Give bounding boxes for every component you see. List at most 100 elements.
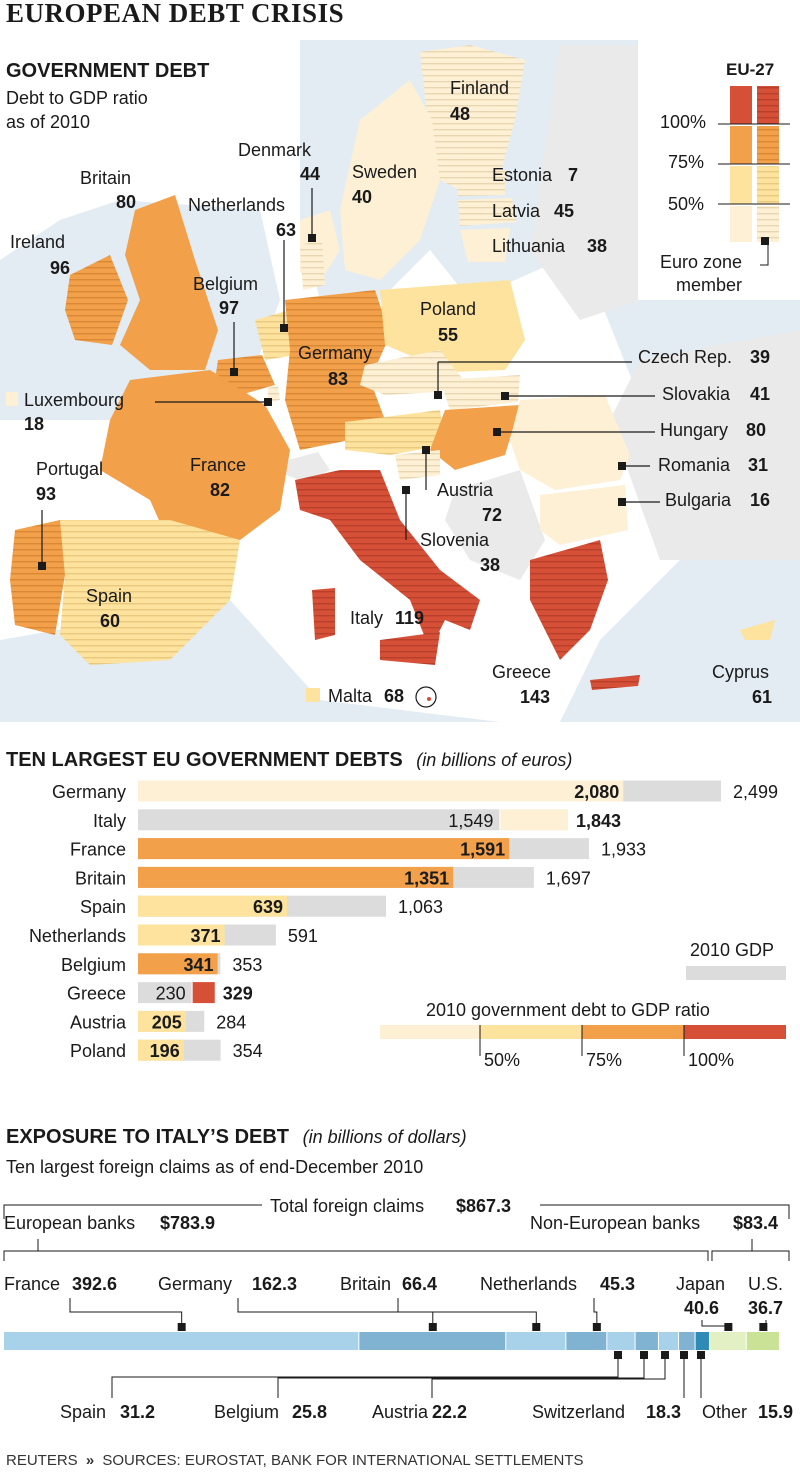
gdp-value-austria: 284 (216, 1012, 246, 1032)
legend-euro-leader (760, 244, 769, 266)
romania-marker (618, 462, 626, 470)
debt-bar-austria (138, 1010, 186, 1032)
belgium-value: 97 (219, 298, 240, 318)
label-spain: Spain (60, 1402, 106, 1422)
gdp-bar-greece (138, 982, 192, 1004)
leader-austria (431, 1355, 666, 1398)
marker-germany (428, 1323, 437, 1331)
leader-netherlands (593, 1298, 598, 1327)
segment-japan (709, 1332, 746, 1350)
spain-shape (60, 520, 240, 665)
germany-shape (285, 290, 390, 450)
ratio-legend-title: 2010 government debt to GDP ratio (426, 1000, 710, 1020)
sicily-shape (380, 632, 440, 665)
marker-u-s (759, 1323, 768, 1331)
ireland-shape (65, 255, 128, 345)
finland-label: Finland (450, 78, 510, 98)
hungary-value: 80 (746, 420, 767, 440)
slovakia-marker (501, 392, 509, 400)
latvia-shape (458, 198, 516, 226)
luxembourg-marker (264, 398, 272, 406)
footer-chevron-icon: » (85, 1452, 95, 1469)
germany-value: 83 (328, 369, 349, 389)
spain-value: 60 (100, 611, 121, 631)
category-label-netherlands: Netherlands (29, 926, 126, 946)
footer: REUTERS » SOURCES: EUROSTAT, BANK FOR IN… (6, 1452, 584, 1469)
malta-locator-circle (415, 686, 437, 708)
map-subtitle-line2: as of 2010 (6, 112, 91, 132)
value-netherlands: 45.3 (600, 1274, 635, 1294)
slovenia-marker (402, 486, 410, 494)
legend-yellow-hatched (757, 166, 779, 204)
european-banks-value: $783.9 (160, 1213, 215, 1233)
czech-marker (434, 391, 442, 399)
legend-red-solid (730, 86, 752, 124)
malta-dot (427, 697, 431, 701)
slovenia-value: 38 (480, 555, 501, 575)
footer-sources: SOURCES: EUROSTAT, BANK FOR INTERNATIONA… (102, 1452, 584, 1469)
austria-marker (422, 446, 430, 454)
category-label-austria: Austria (70, 1012, 127, 1032)
legend-pale-solid (730, 206, 752, 242)
gdp-value-netherlands: 591 (288, 926, 318, 946)
legend-pale-hatched (757, 206, 779, 242)
france-label: France (190, 455, 247, 475)
total-claims-value: $867.3 (456, 1196, 511, 1216)
debt-bar-france (138, 838, 510, 860)
debts-bar-chart: Germany 2,080 2,499 Italy 1,549 1,843 France 1,… (29, 780, 786, 1070)
segment-britain (506, 1332, 566, 1350)
legend-tick-label-100: 100% (660, 112, 707, 132)
legend-yellow-solid (730, 166, 752, 204)
finland-value: 48 (450, 104, 471, 124)
poland-value: 55 (438, 325, 459, 345)
legend-orange-hatched (757, 126, 779, 164)
austria-shape (345, 410, 445, 455)
portugal-shape (10, 520, 65, 635)
debt-bar-netherlands (138, 924, 225, 946)
legend-title: EU-27 (726, 60, 775, 79)
segment-france (4, 1332, 359, 1350)
cyprus-value: 61 (752, 687, 773, 707)
legend-euro-line2: member (676, 275, 743, 295)
category-label-poland: Poland (70, 1041, 126, 1061)
denmark-marker (308, 234, 316, 242)
label-belgium: Belgium (214, 1402, 279, 1422)
value-germany: 162.3 (252, 1274, 297, 1294)
lithuania-label: Lithuania (492, 236, 566, 256)
malta-label: Malta (328, 686, 373, 706)
italy-chart-subtitle: Ten largest foreign claims as of end-Dec… (6, 1157, 424, 1177)
italy-shape (295, 470, 480, 650)
debt-value-netherlands: 371 (191, 926, 221, 946)
debt-bar-britain (138, 866, 454, 888)
map-leaders (41, 188, 660, 566)
segment-u-s (746, 1332, 779, 1350)
label-u-s: U.S. (748, 1274, 783, 1294)
gdp-value-france: 1,933 (601, 840, 646, 860)
sweden-label: Sweden (352, 162, 418, 182)
cyprus-label: Cyprus (712, 662, 770, 682)
britain-value: 80 (116, 192, 137, 212)
ratio-band-red (684, 1025, 786, 1039)
category-label-italy: Italy (93, 811, 126, 831)
category-label-france: France (70, 840, 126, 860)
map-legend (638, 40, 800, 300)
debt-bar-poland (138, 1039, 184, 1061)
hungary-marker (493, 428, 501, 436)
value-switzerland: 18.3 (646, 1402, 681, 1422)
leader-britain (397, 1298, 537, 1327)
sweden-value: 40 (352, 187, 373, 207)
non-european-banks-label: Non-European banks (530, 1213, 700, 1233)
value-u-s: 36.7 (748, 1298, 783, 1318)
label-other: Other (702, 1402, 747, 1422)
value-belgium: 25.8 (292, 1402, 327, 1422)
label-germany: Germany (158, 1274, 232, 1294)
luxembourg-label: Luxembourg (24, 390, 125, 410)
legend-red-hatched (757, 86, 779, 124)
gdp-value-belgium: 353 (232, 955, 262, 975)
ratio-tick-label-1: 75% (586, 1050, 622, 1070)
poland-label: Poland (420, 299, 477, 319)
leader-france (69, 1298, 183, 1327)
segment-switzerland (679, 1332, 695, 1350)
slovenia-shape (395, 450, 440, 480)
segment-spain (607, 1332, 635, 1350)
